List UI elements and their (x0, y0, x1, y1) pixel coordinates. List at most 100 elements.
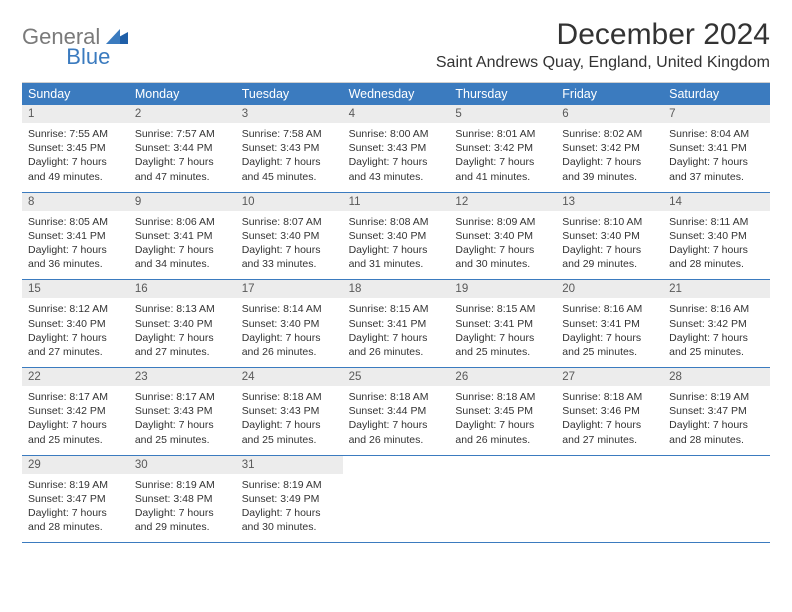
day-detail: Sunrise: 8:18 AMSunset: 3:43 PMDaylight:… (236, 386, 343, 455)
day-number: 4 (343, 105, 450, 123)
day-number: 29 (22, 456, 129, 474)
calendar-week: 15Sunrise: 8:12 AMSunset: 3:40 PMDayligh… (22, 280, 770, 368)
calendar-cell: 6Sunrise: 8:02 AMSunset: 3:42 PMDaylight… (556, 105, 663, 192)
day-detail: Sunrise: 8:17 AMSunset: 3:43 PMDaylight:… (129, 386, 236, 455)
calendar-cell: 3Sunrise: 7:58 AMSunset: 3:43 PMDaylight… (236, 105, 343, 192)
month-title: December 2024 (436, 18, 770, 52)
title-block: December 2024 Saint Andrews Quay, Englan… (436, 18, 770, 72)
calendar-cell: 27Sunrise: 8:18 AMSunset: 3:46 PMDayligh… (556, 368, 663, 455)
day-number: 8 (22, 193, 129, 211)
calendar-cell: 29Sunrise: 8:19 AMSunset: 3:47 PMDayligh… (22, 456, 129, 543)
day-header-cell: Wednesday (343, 83, 450, 105)
calendar-cell: 19Sunrise: 8:15 AMSunset: 3:41 PMDayligh… (449, 280, 556, 367)
calendar-cell: 11Sunrise: 8:08 AMSunset: 3:40 PMDayligh… (343, 193, 450, 280)
day-number: 13 (556, 193, 663, 211)
day-header-row: SundayMondayTuesdayWednesdayThursdayFrid… (22, 83, 770, 105)
day-detail: Sunrise: 8:18 AMSunset: 3:45 PMDaylight:… (449, 386, 556, 455)
calendar-cell: 18Sunrise: 8:15 AMSunset: 3:41 PMDayligh… (343, 280, 450, 367)
day-number: 26 (449, 368, 556, 386)
calendar-cell: 21Sunrise: 8:16 AMSunset: 3:42 PMDayligh… (663, 280, 770, 367)
day-header-cell: Thursday (449, 83, 556, 105)
day-detail: Sunrise: 8:09 AMSunset: 3:40 PMDaylight:… (449, 211, 556, 280)
calendar-cell: 13Sunrise: 8:10 AMSunset: 3:40 PMDayligh… (556, 193, 663, 280)
day-number: 15 (22, 280, 129, 298)
day-number: 17 (236, 280, 343, 298)
calendar-cell: 7Sunrise: 8:04 AMSunset: 3:41 PMDaylight… (663, 105, 770, 192)
calendar-cell: .. (449, 456, 556, 543)
calendar-cell: 8Sunrise: 8:05 AMSunset: 3:41 PMDaylight… (22, 193, 129, 280)
day-number: 7 (663, 105, 770, 123)
calendar-week: 29Sunrise: 8:19 AMSunset: 3:47 PMDayligh… (22, 456, 770, 544)
day-detail: Sunrise: 8:16 AMSunset: 3:42 PMDaylight:… (663, 298, 770, 367)
day-number: 22 (22, 368, 129, 386)
calendar-cell: 2Sunrise: 7:57 AMSunset: 3:44 PMDaylight… (129, 105, 236, 192)
calendar-week: 1Sunrise: 7:55 AMSunset: 3:45 PMDaylight… (22, 105, 770, 193)
day-detail: Sunrise: 8:02 AMSunset: 3:42 PMDaylight:… (556, 123, 663, 192)
day-number: 2 (129, 105, 236, 123)
day-number: 30 (129, 456, 236, 474)
day-detail: Sunrise: 7:55 AMSunset: 3:45 PMDaylight:… (22, 123, 129, 192)
day-detail: Sunrise: 8:19 AMSunset: 3:48 PMDaylight:… (129, 474, 236, 543)
day-detail: Sunrise: 8:19 AMSunset: 3:49 PMDaylight:… (236, 474, 343, 543)
calendar-cell: 9Sunrise: 8:06 AMSunset: 3:41 PMDaylight… (129, 193, 236, 280)
day-detail: Sunrise: 7:58 AMSunset: 3:43 PMDaylight:… (236, 123, 343, 192)
day-detail: Sunrise: 8:18 AMSunset: 3:46 PMDaylight:… (556, 386, 663, 455)
day-detail: Sunrise: 8:15 AMSunset: 3:41 PMDaylight:… (343, 298, 450, 367)
day-detail: Sunrise: 8:06 AMSunset: 3:41 PMDaylight:… (129, 211, 236, 280)
header: General Blue December 2024 Saint Andrews… (22, 18, 770, 72)
day-number: 9 (129, 193, 236, 211)
calendar-cell: 20Sunrise: 8:16 AMSunset: 3:41 PMDayligh… (556, 280, 663, 367)
calendar-cell: 16Sunrise: 8:13 AMSunset: 3:40 PMDayligh… (129, 280, 236, 367)
day-detail: Sunrise: 8:01 AMSunset: 3:42 PMDaylight:… (449, 123, 556, 192)
day-detail: Sunrise: 8:16 AMSunset: 3:41 PMDaylight:… (556, 298, 663, 367)
calendar-cell: 31Sunrise: 8:19 AMSunset: 3:49 PMDayligh… (236, 456, 343, 543)
day-number: 21 (663, 280, 770, 298)
calendar-cell: 22Sunrise: 8:17 AMSunset: 3:42 PMDayligh… (22, 368, 129, 455)
calendar-cell: 28Sunrise: 8:19 AMSunset: 3:47 PMDayligh… (663, 368, 770, 455)
calendar-cell: .. (343, 456, 450, 543)
day-detail: Sunrise: 8:08 AMSunset: 3:40 PMDaylight:… (343, 211, 450, 280)
day-detail: Sunrise: 8:19 AMSunset: 3:47 PMDaylight:… (663, 386, 770, 455)
calendar-cell: 5Sunrise: 8:01 AMSunset: 3:42 PMDaylight… (449, 105, 556, 192)
day-header-cell: Monday (129, 83, 236, 105)
calendar-cell: 12Sunrise: 8:09 AMSunset: 3:40 PMDayligh… (449, 193, 556, 280)
logo-text-blue: Blue (66, 44, 110, 70)
calendar-cell: 25Sunrise: 8:18 AMSunset: 3:44 PMDayligh… (343, 368, 450, 455)
day-number: 3 (236, 105, 343, 123)
day-number: 18 (343, 280, 450, 298)
day-number: 24 (236, 368, 343, 386)
day-detail: Sunrise: 8:04 AMSunset: 3:41 PMDaylight:… (663, 123, 770, 192)
calendar-cell: 15Sunrise: 8:12 AMSunset: 3:40 PMDayligh… (22, 280, 129, 367)
calendar-cell: 4Sunrise: 8:00 AMSunset: 3:43 PMDaylight… (343, 105, 450, 192)
day-detail: Sunrise: 8:10 AMSunset: 3:40 PMDaylight:… (556, 211, 663, 280)
day-detail: Sunrise: 8:11 AMSunset: 3:40 PMDaylight:… (663, 211, 770, 280)
calendar-cell: 24Sunrise: 8:18 AMSunset: 3:43 PMDayligh… (236, 368, 343, 455)
calendar-cell: 1Sunrise: 7:55 AMSunset: 3:45 PMDaylight… (22, 105, 129, 192)
day-number: 14 (663, 193, 770, 211)
day-detail: Sunrise: 7:57 AMSunset: 3:44 PMDaylight:… (129, 123, 236, 192)
day-number: 19 (449, 280, 556, 298)
day-number: 25 (343, 368, 450, 386)
calendar-week: 22Sunrise: 8:17 AMSunset: 3:42 PMDayligh… (22, 368, 770, 456)
day-detail: Sunrise: 8:17 AMSunset: 3:42 PMDaylight:… (22, 386, 129, 455)
day-number: 16 (129, 280, 236, 298)
day-header-cell: Saturday (663, 83, 770, 105)
day-number: 5 (449, 105, 556, 123)
day-number: 12 (449, 193, 556, 211)
day-number: 6 (556, 105, 663, 123)
day-detail: Sunrise: 8:19 AMSunset: 3:47 PMDaylight:… (22, 474, 129, 543)
day-number: 1 (22, 105, 129, 123)
calendar-cell: 17Sunrise: 8:14 AMSunset: 3:40 PMDayligh… (236, 280, 343, 367)
location: Saint Andrews Quay, England, United King… (436, 54, 770, 72)
day-detail: Sunrise: 8:14 AMSunset: 3:40 PMDaylight:… (236, 298, 343, 367)
calendar: SundayMondayTuesdayWednesdayThursdayFrid… (22, 82, 770, 543)
day-number: 31 (236, 456, 343, 474)
calendar-body: 1Sunrise: 7:55 AMSunset: 3:45 PMDaylight… (22, 105, 770, 543)
day-number: 11 (343, 193, 450, 211)
day-number: 27 (556, 368, 663, 386)
day-detail: Sunrise: 8:12 AMSunset: 3:40 PMDaylight:… (22, 298, 129, 367)
day-detail: Sunrise: 8:05 AMSunset: 3:41 PMDaylight:… (22, 211, 129, 280)
day-detail: Sunrise: 8:00 AMSunset: 3:43 PMDaylight:… (343, 123, 450, 192)
day-number: 23 (129, 368, 236, 386)
day-number: 10 (236, 193, 343, 211)
